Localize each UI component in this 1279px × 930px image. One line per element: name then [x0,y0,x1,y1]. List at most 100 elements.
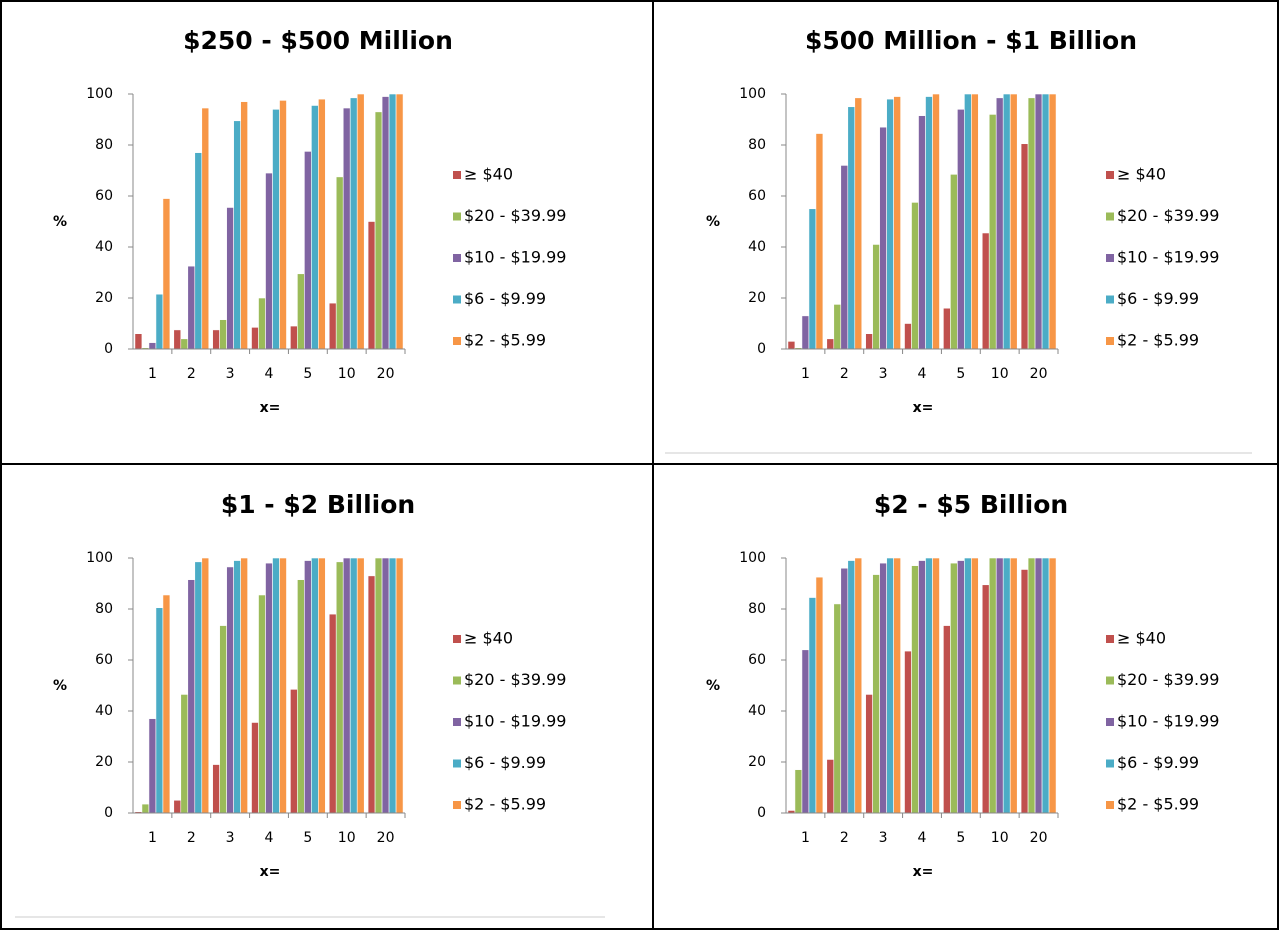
bar [964,557,972,814]
y-axis-label: % [706,678,720,694]
y-tick-label: 60 [748,188,766,204]
bar [1048,93,1057,350]
bar [279,557,287,814]
bar [290,689,298,814]
bar [233,560,241,814]
y-tick-label: 0 [104,805,113,821]
x-tick-label: 10 [338,830,356,846]
legend-swatch [1106,212,1114,221]
bar [240,557,248,814]
legend-label: $20 - $39.99 [464,206,566,225]
y-tick-label: 100 [86,550,113,566]
bar [893,557,901,814]
legend-label: $6 - $9.99 [1117,289,1199,308]
bar [865,694,873,814]
bar [162,594,171,814]
bar [212,329,220,350]
legend-swatch [453,337,461,345]
bar [911,565,919,814]
bar [854,557,863,814]
legend-swatch [453,801,461,809]
legend-swatch [453,635,461,643]
bar [840,165,849,350]
bar [311,557,319,814]
bar [1027,557,1036,814]
x-tick-label: 10 [338,366,356,382]
y-tick-label: 60 [748,652,766,668]
bar [981,232,990,350]
y-tick-label: 80 [95,137,113,153]
legend-swatch [1106,718,1114,726]
bar [904,650,912,814]
bar [381,96,390,350]
bar [893,96,901,350]
bar [134,333,143,350]
bar [395,557,404,814]
bar [904,323,912,350]
x-tick-label: 1 [148,366,157,382]
x-tick-label: 2 [187,366,196,382]
bar [964,93,972,350]
bar [367,575,376,814]
legend-swatch [453,295,461,304]
bar [854,97,863,350]
x-tick-label: 3 [879,366,888,382]
bar [801,315,810,350]
bar [258,297,266,350]
bar [374,111,383,350]
legend-label: $2 - $5.99 [464,331,546,350]
y-tick-label: 20 [95,754,113,770]
bar [957,109,965,350]
legend-swatch [1106,295,1114,304]
bar [1027,97,1036,350]
bar [240,101,248,350]
bar [988,114,997,350]
bar [918,115,926,350]
x-tick-label: 4 [265,366,274,382]
bar [356,557,365,814]
bar [1009,557,1018,814]
bar [847,560,856,814]
x-tick-label: 3 [879,830,888,846]
bar [349,557,358,814]
legend-label: $2 - $5.99 [464,795,546,814]
y-tick-label: 80 [95,601,113,617]
bar [925,557,933,814]
bar [1020,569,1029,814]
bar [311,105,319,350]
bar [388,93,397,350]
bar [981,584,990,814]
x-tick-label: 2 [187,830,196,846]
bar [251,722,259,814]
x-tick-label: 4 [265,830,274,846]
bar [808,597,817,814]
bar [342,107,351,350]
legend-label: ≥ $40 [464,165,513,184]
bar [1041,93,1050,350]
bar [957,560,965,814]
bar [886,98,894,350]
bar [886,557,894,814]
y-axis-label: % [53,678,67,694]
bar [219,625,227,814]
y-tick-label: 40 [95,239,113,255]
bar [879,126,887,350]
bar [787,341,796,350]
bar [335,561,344,814]
bar [272,557,280,814]
bar [950,174,958,350]
bar [180,338,189,350]
chart-title: $2 - $5 Billion [874,490,1068,519]
chart: $500 Million - $1 Billion 0 20 40 60 80 100 1 2 3… [706,26,1219,416]
bar [879,562,887,814]
y-tick-label: 20 [748,754,766,770]
x-tick-label: 5 [956,830,965,846]
legend-label: $6 - $9.99 [464,753,546,772]
legend-label: $6 - $9.99 [1117,753,1199,772]
bar [1009,93,1018,350]
legend-label: $6 - $9.99 [464,289,546,308]
y-tick-label: 80 [748,137,766,153]
bar [971,93,979,350]
legend-label: $2 - $5.99 [1117,331,1199,350]
bar [297,273,305,350]
